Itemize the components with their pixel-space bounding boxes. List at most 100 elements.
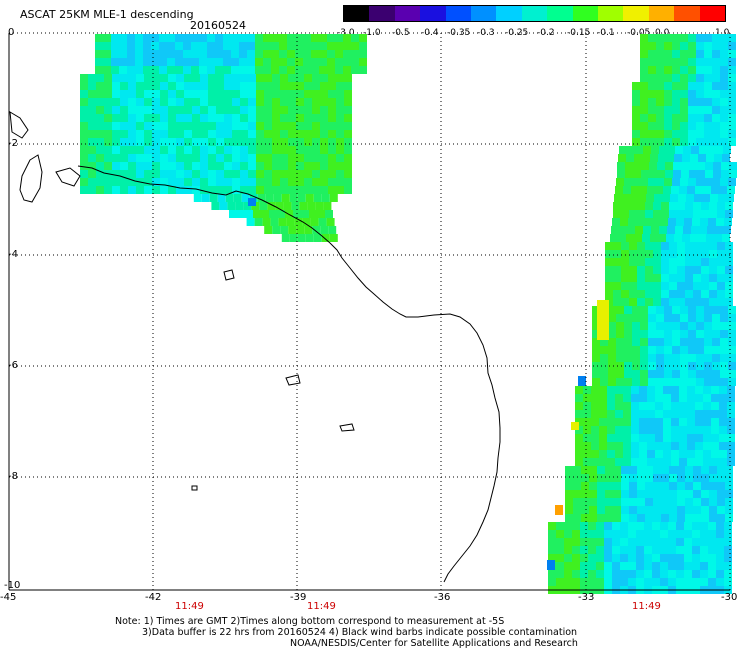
swath-cell <box>701 242 709 250</box>
swath-cell <box>676 554 684 562</box>
swath-cell <box>664 122 672 130</box>
swath-cell <box>192 82 200 90</box>
swath-cell <box>640 90 648 98</box>
swath-cell <box>660 578 668 586</box>
swath-cell <box>656 178 664 186</box>
swath-cell <box>288 82 296 90</box>
swath-cell <box>216 114 224 122</box>
swath-cell <box>613 506 621 514</box>
swath-cell <box>575 402 583 410</box>
swath-cell <box>628 578 636 586</box>
swath-cell <box>128 178 136 186</box>
swath-cell <box>648 322 656 330</box>
swath-cell-blue <box>248 198 256 206</box>
swath-cell <box>335 58 343 66</box>
swath-cell <box>256 170 264 178</box>
swath-cell <box>632 82 640 90</box>
swath-cell <box>693 490 701 498</box>
swath-cell <box>666 154 674 162</box>
swath-cell <box>645 482 653 490</box>
swath-cell <box>120 122 128 130</box>
swath-cell <box>704 114 712 122</box>
swath-cell <box>632 314 640 322</box>
swath-cell <box>633 170 641 178</box>
swath-cell <box>320 90 328 98</box>
swath-cell <box>144 170 152 178</box>
swath-cell <box>320 186 328 194</box>
swath-cell <box>672 34 680 42</box>
swath-cell <box>144 154 152 162</box>
swath-cell <box>728 34 736 42</box>
swath-cell <box>712 90 720 98</box>
swath-cell <box>669 498 677 506</box>
swath-cell <box>685 266 693 274</box>
swath-cell <box>600 378 608 386</box>
swath-cell <box>216 130 224 138</box>
swath-cell <box>671 434 679 442</box>
swath-cell <box>232 170 240 178</box>
swath-cell <box>192 138 200 146</box>
swath-cell <box>709 282 717 290</box>
swath-cell <box>344 106 352 114</box>
swath-cell <box>589 482 597 490</box>
swath-cell <box>708 218 716 226</box>
swath-cell <box>656 330 664 338</box>
swath-cell <box>671 458 679 466</box>
swath-cell <box>680 82 688 90</box>
swath-cell <box>613 290 621 298</box>
swath-cell <box>660 522 668 530</box>
swath-cell <box>640 66 648 74</box>
swath-cell <box>709 514 717 522</box>
swath-cell <box>701 282 709 290</box>
swath-cell <box>208 122 216 130</box>
swath-cell <box>624 338 632 346</box>
swath-cell <box>720 106 728 114</box>
swath-cell <box>280 130 288 138</box>
swath-cell <box>624 330 632 338</box>
swath-cell <box>613 242 621 250</box>
swath-cell <box>289 234 298 242</box>
swath-cell <box>279 42 287 50</box>
swath-cell <box>272 186 280 194</box>
swath-cell <box>716 522 724 530</box>
swath-cell <box>695 410 703 418</box>
swath-cell <box>608 306 616 314</box>
swath-cell <box>618 154 626 162</box>
swath-cell <box>315 202 324 210</box>
swath-cell <box>645 202 653 210</box>
swath-cell <box>604 530 612 538</box>
swath-cell <box>312 186 320 194</box>
swath-cell <box>640 42 648 50</box>
swath-cell <box>328 178 336 186</box>
swath-cell <box>685 298 693 306</box>
swath-cell <box>700 546 708 554</box>
swath-cell <box>661 506 669 514</box>
swath-cell <box>232 106 240 114</box>
swath-cell <box>589 466 597 474</box>
swath-cell <box>96 114 104 122</box>
swath-cell <box>719 394 727 402</box>
swath-cell <box>168 130 176 138</box>
swath-cell <box>638 194 646 202</box>
swath-cell <box>328 74 336 82</box>
swath-cell <box>693 466 701 474</box>
swath-cell <box>677 290 685 298</box>
swath-cell <box>583 434 591 442</box>
swath-cell <box>679 402 687 410</box>
swath-cell <box>700 218 708 226</box>
swath-cell <box>723 226 731 234</box>
swath-cell <box>327 42 335 50</box>
swath-cell <box>621 466 629 474</box>
swath-cell <box>248 146 256 154</box>
swath-cell <box>680 370 688 378</box>
swath-cell <box>671 426 679 434</box>
swath-cell <box>96 122 104 130</box>
swath-cell <box>664 330 672 338</box>
swath-cell <box>320 170 328 178</box>
swath-cell-blue <box>578 376 586 386</box>
swath-cell <box>621 298 629 306</box>
swath-cell <box>273 194 282 202</box>
swath-cell <box>720 50 728 58</box>
swath-cell <box>685 514 693 522</box>
swath-cell <box>128 74 136 82</box>
